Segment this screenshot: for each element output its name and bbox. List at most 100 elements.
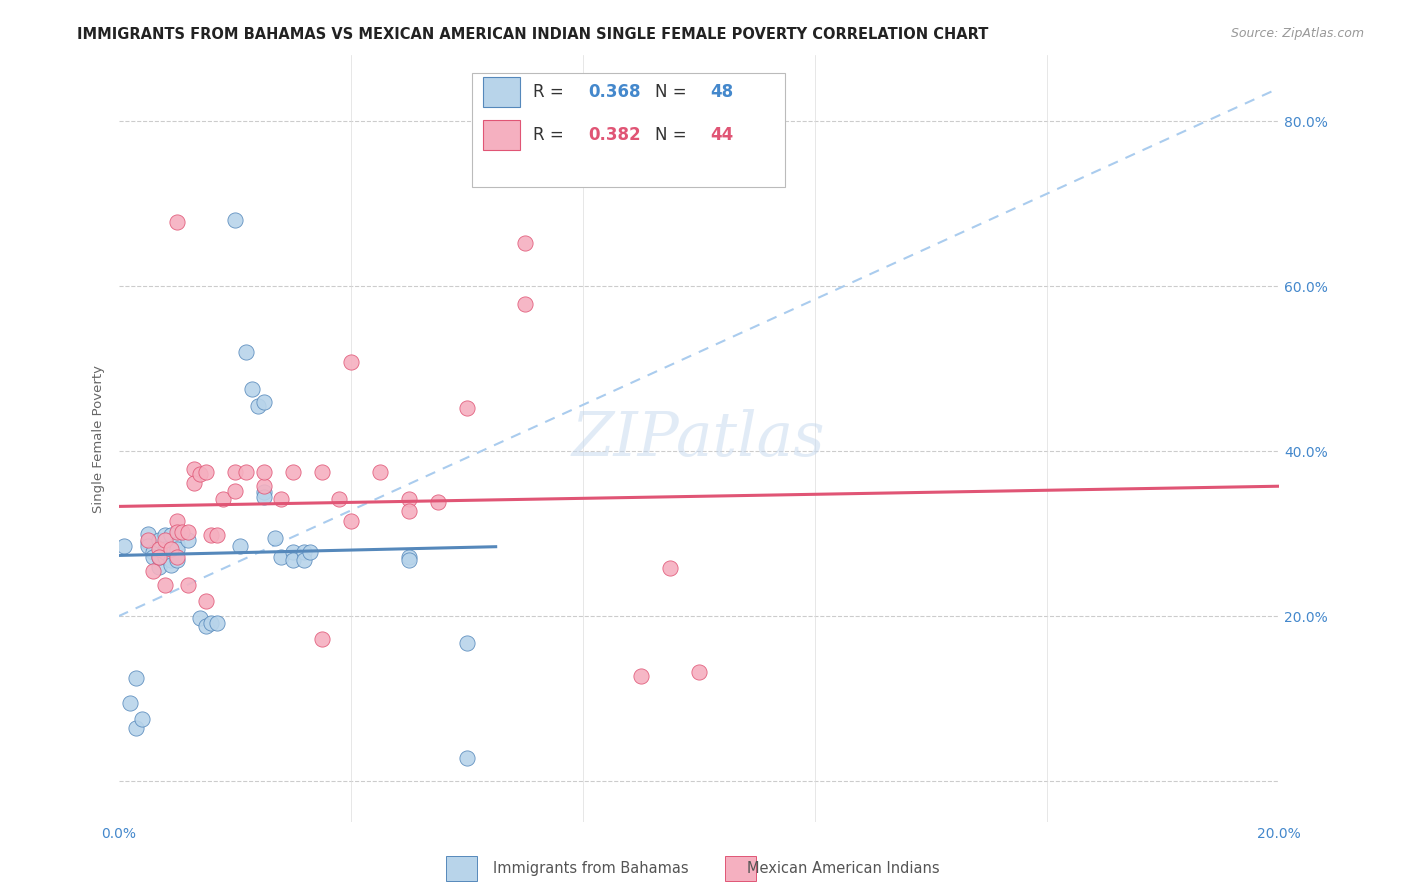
Point xyxy=(205,615,228,630)
Point xyxy=(153,528,176,542)
Point xyxy=(153,541,176,556)
Point xyxy=(125,721,148,735)
Point xyxy=(166,524,188,539)
Point xyxy=(252,490,274,504)
Point xyxy=(166,215,188,229)
Point xyxy=(166,514,188,528)
Point xyxy=(131,712,153,726)
Point xyxy=(153,545,176,559)
Point xyxy=(166,541,188,556)
Point xyxy=(166,553,188,567)
Point xyxy=(240,382,263,396)
FancyBboxPatch shape xyxy=(725,856,756,881)
Point xyxy=(153,578,176,592)
Text: Mexican American Indians: Mexican American Indians xyxy=(747,861,941,876)
Point xyxy=(159,528,181,542)
Point xyxy=(166,549,188,564)
Point xyxy=(246,399,269,413)
Point xyxy=(235,345,257,359)
Point xyxy=(153,533,176,548)
Point xyxy=(148,549,170,564)
Point xyxy=(456,635,478,649)
Point xyxy=(177,524,200,539)
Point xyxy=(658,561,681,575)
Point xyxy=(188,467,211,482)
Point xyxy=(205,528,228,542)
Point xyxy=(136,526,159,541)
Point xyxy=(177,533,200,548)
Point xyxy=(148,549,170,564)
Point xyxy=(252,485,274,500)
Point xyxy=(252,394,274,409)
Point xyxy=(224,213,246,227)
Point xyxy=(200,528,222,542)
Text: R =: R = xyxy=(533,83,569,101)
Point xyxy=(159,558,181,572)
Point xyxy=(398,549,420,564)
Text: R =: R = xyxy=(533,126,569,144)
Point xyxy=(281,465,304,479)
Point xyxy=(188,611,211,625)
FancyBboxPatch shape xyxy=(446,856,477,881)
Point xyxy=(688,665,710,680)
Text: 44: 44 xyxy=(710,126,734,144)
FancyBboxPatch shape xyxy=(472,73,785,187)
Point xyxy=(252,465,274,479)
Point xyxy=(311,632,333,647)
Point xyxy=(200,615,222,630)
Point xyxy=(513,236,536,251)
Point xyxy=(142,549,165,564)
Text: N =: N = xyxy=(655,126,692,144)
Point xyxy=(159,545,181,559)
Point xyxy=(153,549,176,564)
Text: Source: ZipAtlas.com: Source: ZipAtlas.com xyxy=(1230,27,1364,40)
Y-axis label: Single Female Poverty: Single Female Poverty xyxy=(93,365,105,513)
Text: IMMIGRANTS FROM BAHAMAS VS MEXICAN AMERICAN INDIAN SINGLE FEMALE POVERTY CORRELA: IMMIGRANTS FROM BAHAMAS VS MEXICAN AMERI… xyxy=(77,27,988,42)
Point xyxy=(235,465,257,479)
Point xyxy=(292,553,315,567)
Point xyxy=(513,297,536,311)
Point xyxy=(159,553,181,567)
Point xyxy=(136,533,159,548)
FancyBboxPatch shape xyxy=(482,120,520,150)
Point xyxy=(630,668,652,682)
Text: Immigrants from Bahamas: Immigrants from Bahamas xyxy=(492,861,689,876)
Point xyxy=(252,479,274,493)
Point xyxy=(281,553,304,567)
Point xyxy=(298,545,321,559)
Point xyxy=(125,671,148,685)
Point xyxy=(426,495,449,509)
Point xyxy=(142,564,165,578)
Point xyxy=(159,541,181,556)
Text: N =: N = xyxy=(655,83,692,101)
Point xyxy=(177,578,200,592)
Point xyxy=(456,751,478,765)
Point xyxy=(224,465,246,479)
Point xyxy=(224,483,246,498)
Point xyxy=(148,533,170,548)
Point xyxy=(166,536,188,550)
Point xyxy=(270,549,292,564)
Point xyxy=(339,355,361,369)
Point xyxy=(148,559,170,574)
Point xyxy=(136,539,159,553)
Point xyxy=(172,524,194,539)
Point xyxy=(112,539,135,553)
Point xyxy=(270,491,292,506)
Point xyxy=(456,401,478,416)
Point xyxy=(183,462,205,476)
Point xyxy=(398,503,420,517)
Text: ZIPatlas: ZIPatlas xyxy=(572,409,825,469)
Point xyxy=(328,491,350,506)
Point xyxy=(398,491,420,506)
Point xyxy=(148,541,170,556)
Point xyxy=(311,465,333,479)
Point xyxy=(142,545,165,559)
Point xyxy=(194,594,217,608)
Point xyxy=(398,553,420,567)
Point xyxy=(229,539,252,553)
Point xyxy=(264,531,287,545)
Text: 48: 48 xyxy=(710,83,734,101)
Text: 0.368: 0.368 xyxy=(589,83,641,101)
FancyBboxPatch shape xyxy=(482,77,520,107)
